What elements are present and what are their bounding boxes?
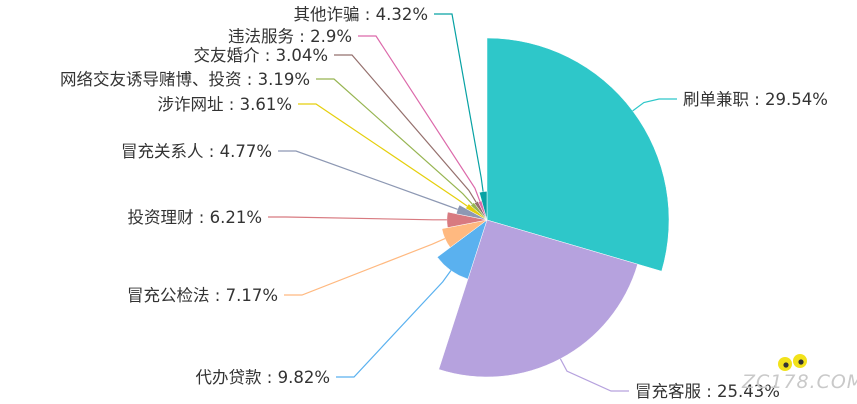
leader-line-1	[632, 98, 677, 112]
leader-line-8	[316, 78, 473, 205]
slice-label-9: 交友婚介 : 3.04%	[194, 46, 328, 65]
slice-label-7: 涉诈网址 : 3.61%	[158, 95, 292, 114]
slice-label-5: 投资理财 : 6.21%	[128, 208, 262, 227]
slice-label-3: 代办贷款 : 9.82%	[196, 368, 330, 387]
leader-line-9	[334, 54, 477, 203]
watermark: ZC178.COM	[741, 354, 857, 393]
leader-lines-group	[268, 13, 677, 392]
labels-group: 刷单兼职 : 29.54% 冒充客服 : 25.43% 代办贷款 : 9.82% 冒充…	[60, 5, 828, 401]
watermark-text: ZC178.COM	[741, 371, 857, 393]
watermark-pupil-right	[798, 359, 804, 365]
leader-line-10	[358, 35, 481, 202]
slice-label-4: 冒充公检法 : 7.17%	[127, 286, 278, 305]
leader-line-11	[434, 13, 484, 192]
slice-label-8: 网络交友诱导赌博、投资 : 3.19%	[60, 70, 310, 89]
watermark-pupil-left	[783, 362, 789, 368]
leader-line-2	[559, 358, 629, 392]
pie-slice-1[interactable]	[486, 37, 670, 272]
pie-slice-2[interactable]	[438, 219, 638, 378]
pie-slice-6[interactable]	[455, 204, 488, 221]
pie-slice-7[interactable]	[465, 203, 488, 221]
leader-line-6	[278, 150, 458, 210]
slice-label-10: 违法服务 : 2.9%	[228, 27, 352, 46]
slice-label-2: 冒充客服 : 25.43%	[635, 382, 780, 401]
leader-line-5	[268, 216, 447, 221]
pie-slice-9[interactable]	[474, 200, 488, 221]
pie-slice-8[interactable]	[470, 202, 488, 221]
slice-label-6: 冒充关系人 : 4.77%	[121, 142, 272, 161]
leader-line-7	[298, 103, 468, 207]
slices-group	[436, 37, 670, 378]
leader-line-4	[284, 238, 446, 296]
slice-label-1: 刷单兼职 : 29.54%	[683, 90, 828, 109]
slice-label-11: 其他诈骗 : 4.32%	[294, 5, 428, 24]
pie-slice-11[interactable]	[479, 191, 488, 221]
leader-line-3	[336, 270, 452, 378]
